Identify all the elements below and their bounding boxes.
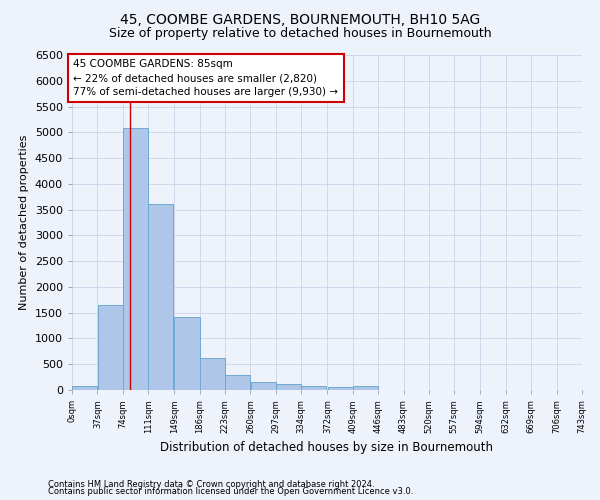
Bar: [276, 384, 301, 390]
Bar: [72, 386, 97, 390]
Bar: [328, 387, 353, 390]
Bar: [301, 386, 326, 390]
Bar: [175, 318, 199, 390]
Bar: [148, 204, 173, 390]
Bar: [200, 358, 225, 390]
Text: Contains HM Land Registry data © Crown copyright and database right 2024.: Contains HM Land Registry data © Crown c…: [48, 480, 374, 489]
Text: Contains public sector information licensed under the Open Government Licence v3: Contains public sector information licen…: [48, 487, 413, 496]
Text: Size of property relative to detached houses in Bournemouth: Size of property relative to detached ho…: [109, 28, 491, 40]
Y-axis label: Number of detached properties: Number of detached properties: [19, 135, 29, 310]
Text: 45, COOMBE GARDENS, BOURNEMOUTH, BH10 5AG: 45, COOMBE GARDENS, BOURNEMOUTH, BH10 5A…: [120, 12, 480, 26]
Bar: [251, 382, 275, 390]
Bar: [353, 386, 378, 390]
X-axis label: Distribution of detached houses by size in Bournemouth: Distribution of detached houses by size …: [161, 441, 493, 454]
Bar: [123, 128, 148, 390]
Bar: [98, 305, 122, 390]
Bar: [225, 375, 250, 390]
Text: 45 COOMBE GARDENS: 85sqm
← 22% of detached houses are smaller (2,820)
77% of sem: 45 COOMBE GARDENS: 85sqm ← 22% of detach…: [73, 59, 338, 97]
